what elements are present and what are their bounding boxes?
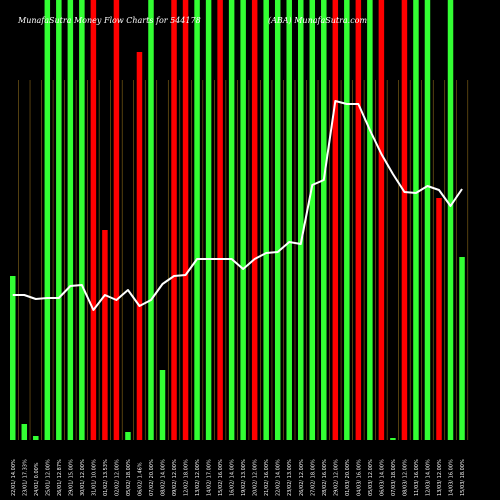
x-tick-label: 15/02/ 16.00% — [218, 459, 224, 496]
x-tick-label: 13/02/ 12.00% — [195, 459, 201, 496]
bar-21 — [240, 0, 246, 440]
x-tick-label: 05/02/ 18.00% — [126, 459, 132, 496]
bar-8 — [90, 0, 97, 440]
bar-9 — [102, 230, 108, 440]
x-tick-label: 29/02/ 12.00% — [333, 459, 339, 496]
chart-title-left: MunafaSutra Money Flow Charts for 544178 — [17, 16, 201, 25]
bar-40 — [459, 257, 465, 440]
money-flow-line — [12, 100, 463, 311]
x-tick-label: 23/02/ 13.00% — [287, 459, 293, 496]
bar-3 — [33, 436, 39, 440]
bar-33 — [378, 0, 385, 440]
x-tick-label: 20/02/ 12.00% — [253, 459, 259, 496]
x-tick-label: 06/02/ 1.46% — [137, 462, 143, 496]
x-tick-label: 16/02/ 14.00% — [230, 459, 236, 496]
x-tick-label: 29/01/ 15.00% — [68, 459, 74, 496]
bar-4 — [44, 0, 51, 440]
bar-22 — [251, 0, 258, 440]
bar-39 — [447, 0, 454, 440]
bar-20 — [228, 0, 235, 440]
x-tick-label: 21/02/ 16.00% — [264, 459, 270, 496]
x-tick-label: 01/03/ 20.00% — [345, 459, 351, 496]
bar-32 — [367, 0, 373, 440]
bar-15 — [171, 0, 177, 440]
x-tick-label: 06/03/ 14.00% — [379, 459, 385, 496]
bar-38 — [436, 198, 442, 440]
x-tick-label: 07/02/ 20.00% — [149, 459, 155, 496]
x-tick-label: 12/03/ 14.00% — [425, 459, 431, 496]
x-tick-label: 14/03/ 16.00% — [449, 459, 455, 496]
bar-series — [10, 0, 465, 440]
bar-28 — [321, 0, 327, 440]
bar-37 — [424, 0, 431, 440]
x-tick-label: 26/01/ 12.87% — [57, 459, 63, 496]
x-tick-label: 22/02/ 14.00% — [276, 459, 282, 496]
x-tick-label: 26/02/ 12.00% — [299, 459, 305, 496]
bar-10 — [113, 0, 120, 440]
bar-18 — [205, 0, 212, 440]
bar-2 — [21, 424, 28, 440]
bar-16 — [182, 0, 189, 440]
x-tick-label: 13/03/ 12.00% — [437, 459, 443, 496]
bar-34 — [390, 438, 396, 440]
bar-25 — [286, 0, 292, 440]
x-tick-label: 15/03/ 18.00% — [460, 459, 466, 496]
bar-1 — [10, 276, 16, 440]
x-tick-label: 19/02/ 13.00% — [241, 459, 247, 496]
x-tick-label: 02/02/ 12.00% — [114, 459, 120, 496]
x-tick-label: 23/01/ 17.33% — [22, 459, 28, 496]
x-tick-label: 09/02/ 12.00% — [172, 459, 178, 496]
bar-23 — [263, 0, 269, 440]
x-tick-label: 08/02/ 14.00% — [161, 459, 167, 496]
x-tick-label: 27/02/ 18.00% — [310, 459, 316, 496]
bar-26 — [298, 0, 304, 440]
x-tick-label: 07/03/ 18.00% — [391, 459, 397, 496]
bar-12 — [136, 52, 143, 440]
x-tick-label: 04/03/ 16.00% — [356, 459, 362, 496]
x-tick-label: 05/03/ 12.00% — [368, 459, 374, 496]
bar-30 — [344, 0, 350, 440]
x-tick-label: 28/02/ 16.00% — [322, 459, 328, 496]
bar-35 — [401, 0, 408, 440]
x-tick-label: 31/01/ 10.00% — [91, 459, 97, 496]
bar-24 — [274, 0, 281, 440]
x-tick-label: 24/01/ 0.00% — [34, 462, 40, 496]
chart-title-right: (ABA) MunafaSutra.com — [268, 16, 367, 25]
bar-6 — [67, 0, 74, 440]
bar-5 — [56, 0, 62, 440]
x-tick-labels: 22/01/ 14.00% 23/01/ 17.33% 24/01/ 0.00% 25… — [11, 459, 466, 496]
x-tick-label: 25/01/ 12.00% — [45, 459, 51, 496]
bar-36 — [413, 0, 419, 440]
bar-11 — [125, 432, 131, 440]
bar-17 — [194, 0, 200, 440]
x-tick-label: 30/01/ 12.00% — [80, 459, 86, 496]
bar-14 — [159, 370, 166, 440]
bar-29 — [332, 0, 339, 440]
bar-19 — [217, 0, 223, 440]
x-tick-label: 08/03/ 12.00% — [402, 459, 408, 496]
line-series — [12, 100, 463, 311]
x-tick-label: 22/01/ 14.00% — [11, 459, 17, 496]
x-tick-label: 14/02/ 17.00% — [207, 459, 213, 496]
bar-7 — [79, 0, 85, 440]
x-tick-label: 01/02/ 13.53% — [103, 459, 109, 496]
bar-31 — [355, 0, 362, 440]
bar-27 — [309, 0, 316, 440]
bar-13 — [148, 0, 154, 440]
x-tick-label: 12/02/ 18.00% — [184, 459, 190, 496]
x-tick-label: 11/03/ 16.00% — [414, 459, 420, 496]
chart-title: MunafaSutra Money Flow Charts for 544178… — [17, 16, 367, 25]
grid-lines — [18, 80, 469, 440]
